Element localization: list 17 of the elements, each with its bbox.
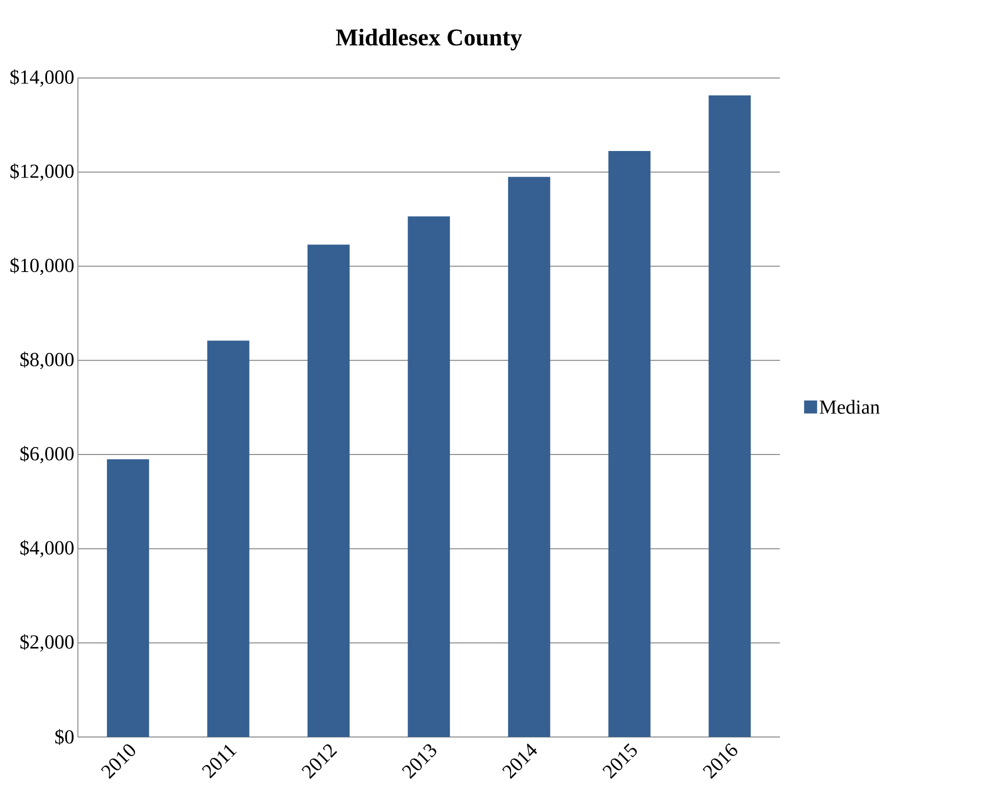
chart-title: Middlesex County bbox=[336, 28, 522, 50]
bar bbox=[608, 150, 650, 737]
bar bbox=[708, 95, 751, 737]
y-tick-label: $12,000 bbox=[10, 163, 74, 181]
legend-label: Median bbox=[820, 400, 880, 414]
bar bbox=[308, 244, 350, 737]
bar bbox=[106, 459, 150, 737]
bar bbox=[207, 340, 250, 737]
y-tick-label: $8,000 bbox=[20, 352, 74, 370]
y-tick-label: $4,000 bbox=[20, 540, 74, 558]
y-tick-label: $2,000 bbox=[20, 634, 74, 652]
y-tick-label: $6,000 bbox=[20, 446, 74, 464]
y-tick-label: $0 bbox=[55, 729, 74, 745]
bar bbox=[508, 176, 550, 737]
y-tick-label: $14,000 bbox=[10, 69, 74, 87]
bar bbox=[408, 216, 450, 737]
y-tick-label: $10,000 bbox=[10, 258, 74, 276]
